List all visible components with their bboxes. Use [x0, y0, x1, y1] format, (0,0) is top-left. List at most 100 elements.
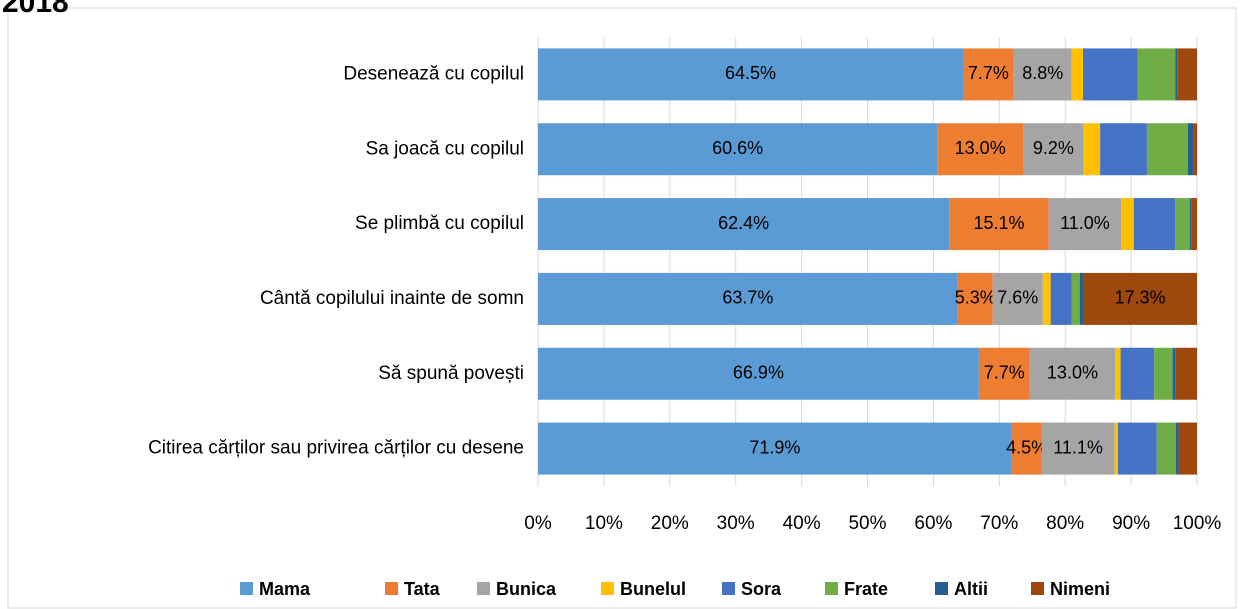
data-label: 7.6% [997, 288, 1038, 308]
legend-label: Tata [404, 579, 441, 599]
data-label: 4.5% [1006, 437, 1047, 457]
bar-segment [1156, 422, 1176, 475]
legend-label: Mama [259, 579, 311, 599]
bar-segment [1189, 198, 1192, 251]
bar-segment [538, 422, 1012, 475]
legend-swatch [1031, 582, 1044, 595]
data-label: 7.7% [984, 363, 1025, 383]
bar-segment [1172, 347, 1176, 400]
chart-border [7, 7, 1237, 609]
bar-segment [963, 48, 1014, 101]
bar-segment [978, 347, 1030, 400]
data-label: 64.5% [725, 63, 776, 83]
category-label: Se plimbă cu copilul [355, 213, 524, 234]
bar-segment [1011, 422, 1042, 475]
bar-segment [538, 123, 938, 176]
legend-swatch [385, 582, 398, 595]
x-tick-label: 20% [651, 513, 689, 534]
bar-segment [1082, 48, 1138, 101]
category-label: Desenează cu copilul [343, 63, 524, 84]
bar-segment [1175, 422, 1179, 475]
bar-segment [1023, 123, 1084, 176]
bar-segment [538, 198, 950, 251]
data-label: 9.2% [1033, 138, 1074, 158]
legend-label: Bunelul [620, 579, 686, 599]
legend-swatch [601, 582, 614, 595]
bar-segment [1115, 347, 1121, 400]
bar-segment [992, 272, 1043, 325]
category-label: Sa joacă cu copilul [366, 138, 524, 159]
x-tick-label: 100% [1173, 513, 1222, 534]
bar-segment [1193, 123, 1197, 176]
bar-segment [1050, 272, 1072, 325]
data-label: 13.0% [1047, 363, 1098, 383]
bar-segment [1048, 198, 1122, 251]
bar-segment [1178, 422, 1197, 475]
bar-segment [538, 272, 958, 325]
data-label: 63.7% [722, 288, 773, 308]
x-tick-label: 80% [1046, 513, 1084, 534]
bar-segment [1121, 198, 1134, 251]
bar-segment [1117, 422, 1157, 475]
data-label: 15.1% [973, 213, 1024, 233]
category-label: Citirea cărților sau privirea cărților c… [148, 438, 524, 459]
category-label: Cântă copilului inainte de somn [260, 288, 524, 309]
bar-segment [1146, 123, 1188, 176]
bar-segment [1177, 48, 1197, 101]
legend-swatch [722, 582, 735, 595]
data-label: 66.9% [733, 363, 784, 383]
x-tick-label: 30% [717, 513, 755, 534]
bar-segment [1187, 123, 1194, 176]
bar-segment [1029, 347, 1116, 400]
bar-segment [1071, 272, 1080, 325]
bar-segment [1041, 422, 1115, 475]
bar-segment [1154, 347, 1173, 400]
category-label: Să spună povești [378, 363, 524, 384]
x-tick-label: 50% [848, 513, 886, 534]
legend-label: Frate [844, 579, 888, 599]
data-label: 8.8% [1022, 63, 1063, 83]
data-label: 5.3% [955, 288, 996, 308]
bar-segment [1071, 48, 1083, 101]
bar-segment [538, 48, 964, 101]
data-label: 11.1% [1053, 437, 1103, 457]
bar-segment [1079, 272, 1083, 325]
bar-segment [937, 123, 1024, 176]
x-tick-label: 0% [524, 513, 552, 534]
x-tick-label: 90% [1112, 513, 1150, 534]
bar-segment [1082, 272, 1197, 325]
legend-label: Nimeni [1050, 579, 1110, 599]
bar-segment [1175, 198, 1190, 251]
legend-swatch [477, 582, 490, 595]
data-label: 62.4% [718, 213, 769, 233]
legend-swatch [825, 582, 838, 595]
x-tick-label: 10% [585, 513, 623, 534]
bar-segment [1175, 48, 1178, 101]
bar-segment [1042, 272, 1051, 325]
bar-segment [538, 347, 979, 400]
bar-segment [1137, 48, 1176, 101]
bar-segment [949, 198, 1049, 251]
x-tick-label: 60% [914, 513, 952, 534]
bar-segment [1175, 347, 1197, 400]
bar-segment [1133, 198, 1176, 251]
bar-segment [1013, 48, 1072, 101]
bar-segment [1191, 198, 1197, 251]
data-label: 71.9% [749, 437, 800, 457]
data-label: 11.0% [1060, 213, 1110, 233]
legend-label: Bunica [496, 579, 557, 599]
legend-label: Sora [741, 579, 782, 599]
bar-segment [957, 272, 993, 325]
data-label: 7.7% [968, 63, 1009, 83]
data-label: 60.6% [712, 138, 763, 158]
x-tick-label: 40% [783, 513, 821, 534]
legend-label: Altii [954, 579, 988, 599]
bar-segment [1120, 347, 1155, 400]
legend-swatch [240, 582, 253, 595]
bar-segment [1114, 422, 1118, 475]
bar-segment [1100, 123, 1147, 176]
x-tick-label: 70% [980, 513, 1018, 534]
bar-segment [1083, 123, 1101, 176]
data-label: 13.0% [955, 138, 1006, 158]
